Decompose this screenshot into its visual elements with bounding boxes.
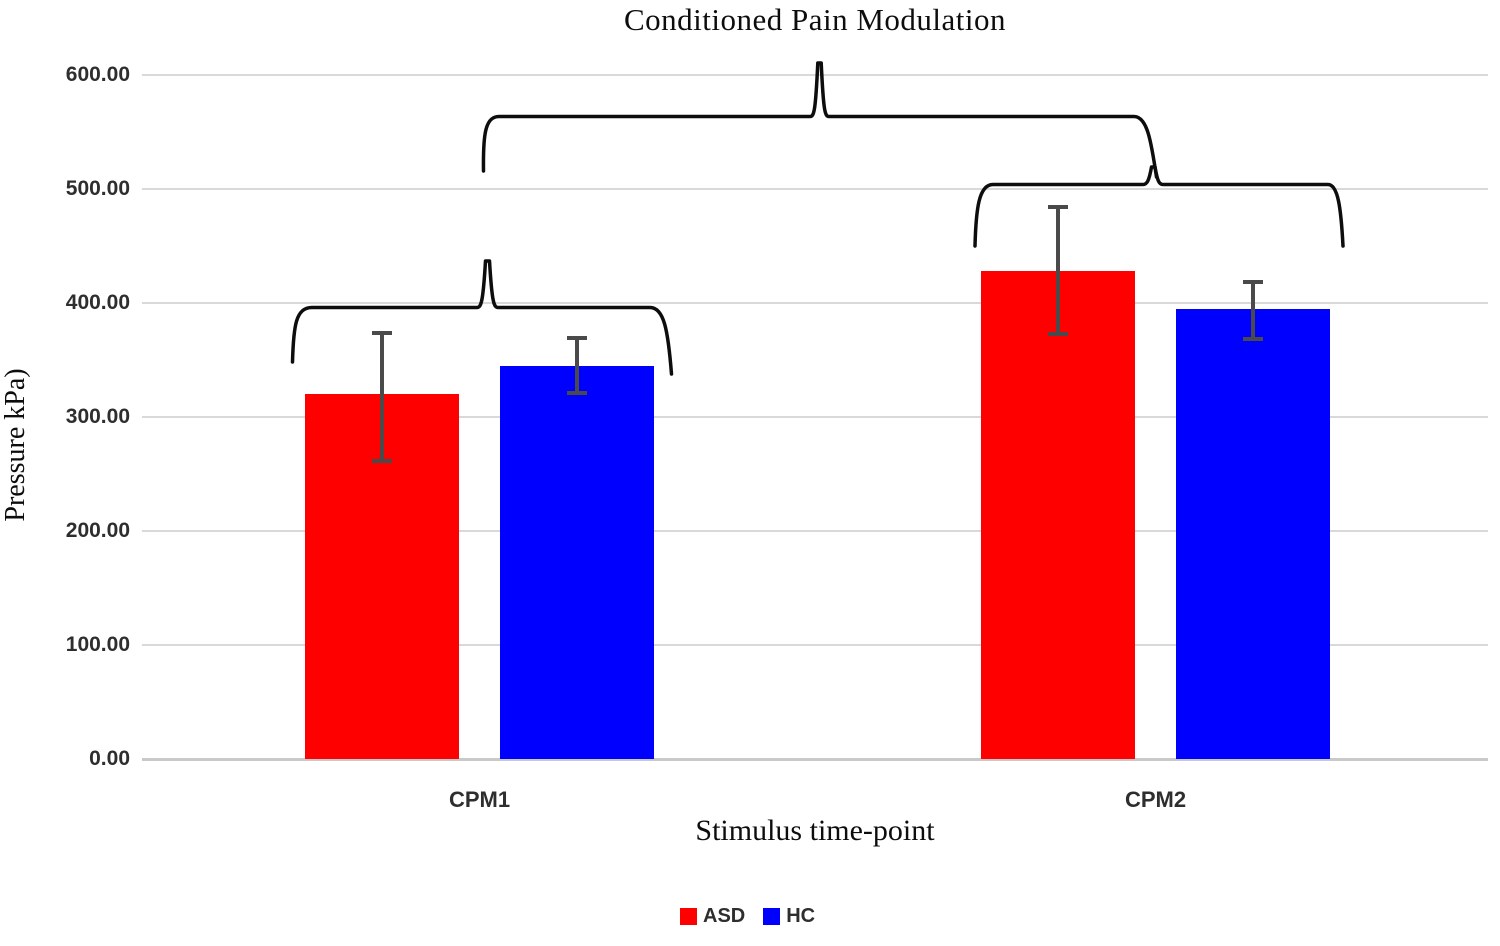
error-bar-hc-cpm2: [1251, 282, 1255, 340]
error-bar-asd-cpm2: [1056, 207, 1060, 334]
gridline: [142, 644, 1488, 646]
legend-label-hc: HC: [786, 905, 816, 927]
bar-asd-cpm2: [981, 271, 1135, 759]
gridline: [142, 530, 1488, 532]
y-tick-label: 300.00: [65, 405, 130, 428]
x-axis-line: [142, 758, 1488, 761]
error-bar-asd-cpm2-cap-top: [1048, 205, 1068, 210]
error-bar-asd-cpm1-cap-top: [372, 330, 392, 335]
error-bar-hc-cpm2-cap-bottom: [1243, 337, 1263, 342]
legend-item-hc: HC: [763, 905, 815, 928]
category-label-cpm1: CPM1: [448, 787, 511, 812]
y-tick-label: 0.00: [89, 747, 130, 770]
y-tick-label: 200.00: [65, 519, 130, 542]
error-bar-asd-cpm2-cap-bottom: [1048, 331, 1068, 336]
gridline: [142, 74, 1488, 76]
significance-brace-cpm1: [290, 259, 674, 376]
error-bar-hc-cpm1-cap-top: [567, 336, 587, 341]
legend-swatch-asd: [680, 908, 697, 925]
chart-title: Conditioned Pain Modulation: [623, 2, 1007, 37]
legend-label-asd: ASD: [703, 905, 746, 927]
bar-hc-cpm1: [500, 365, 654, 759]
significance-brace-between-timepoints: [481, 61, 1159, 179]
y-tick-label: 400.00: [65, 291, 130, 314]
error-bar-hc-cpm1: [575, 338, 579, 394]
y-tick-label: 100.00: [65, 633, 130, 656]
error-bar-hc-cpm1-cap-bottom: [567, 391, 587, 396]
significance-brace-cpm2: [973, 165, 1345, 248]
gridline: [142, 416, 1488, 418]
bar-hc-cpm2: [1176, 308, 1330, 759]
error-bar-hc-cpm2-cap-top: [1243, 280, 1263, 285]
error-bar-asd-cpm1: [380, 332, 384, 462]
legend: ASD HC: [680, 905, 815, 928]
legend-item-asd: ASD: [680, 905, 745, 928]
gridline: [142, 188, 1488, 190]
y-tick-label: 600.00: [65, 63, 130, 86]
gridline: [142, 302, 1488, 304]
x-axis-title: Stimulus time-point: [695, 814, 935, 847]
legend-swatch-hc: [763, 908, 781, 925]
error-bar-asd-cpm1-cap-bottom: [372, 459, 392, 464]
y-tick-label: 500.00: [65, 177, 130, 200]
category-label-cpm2: CPM2: [1124, 787, 1187, 812]
